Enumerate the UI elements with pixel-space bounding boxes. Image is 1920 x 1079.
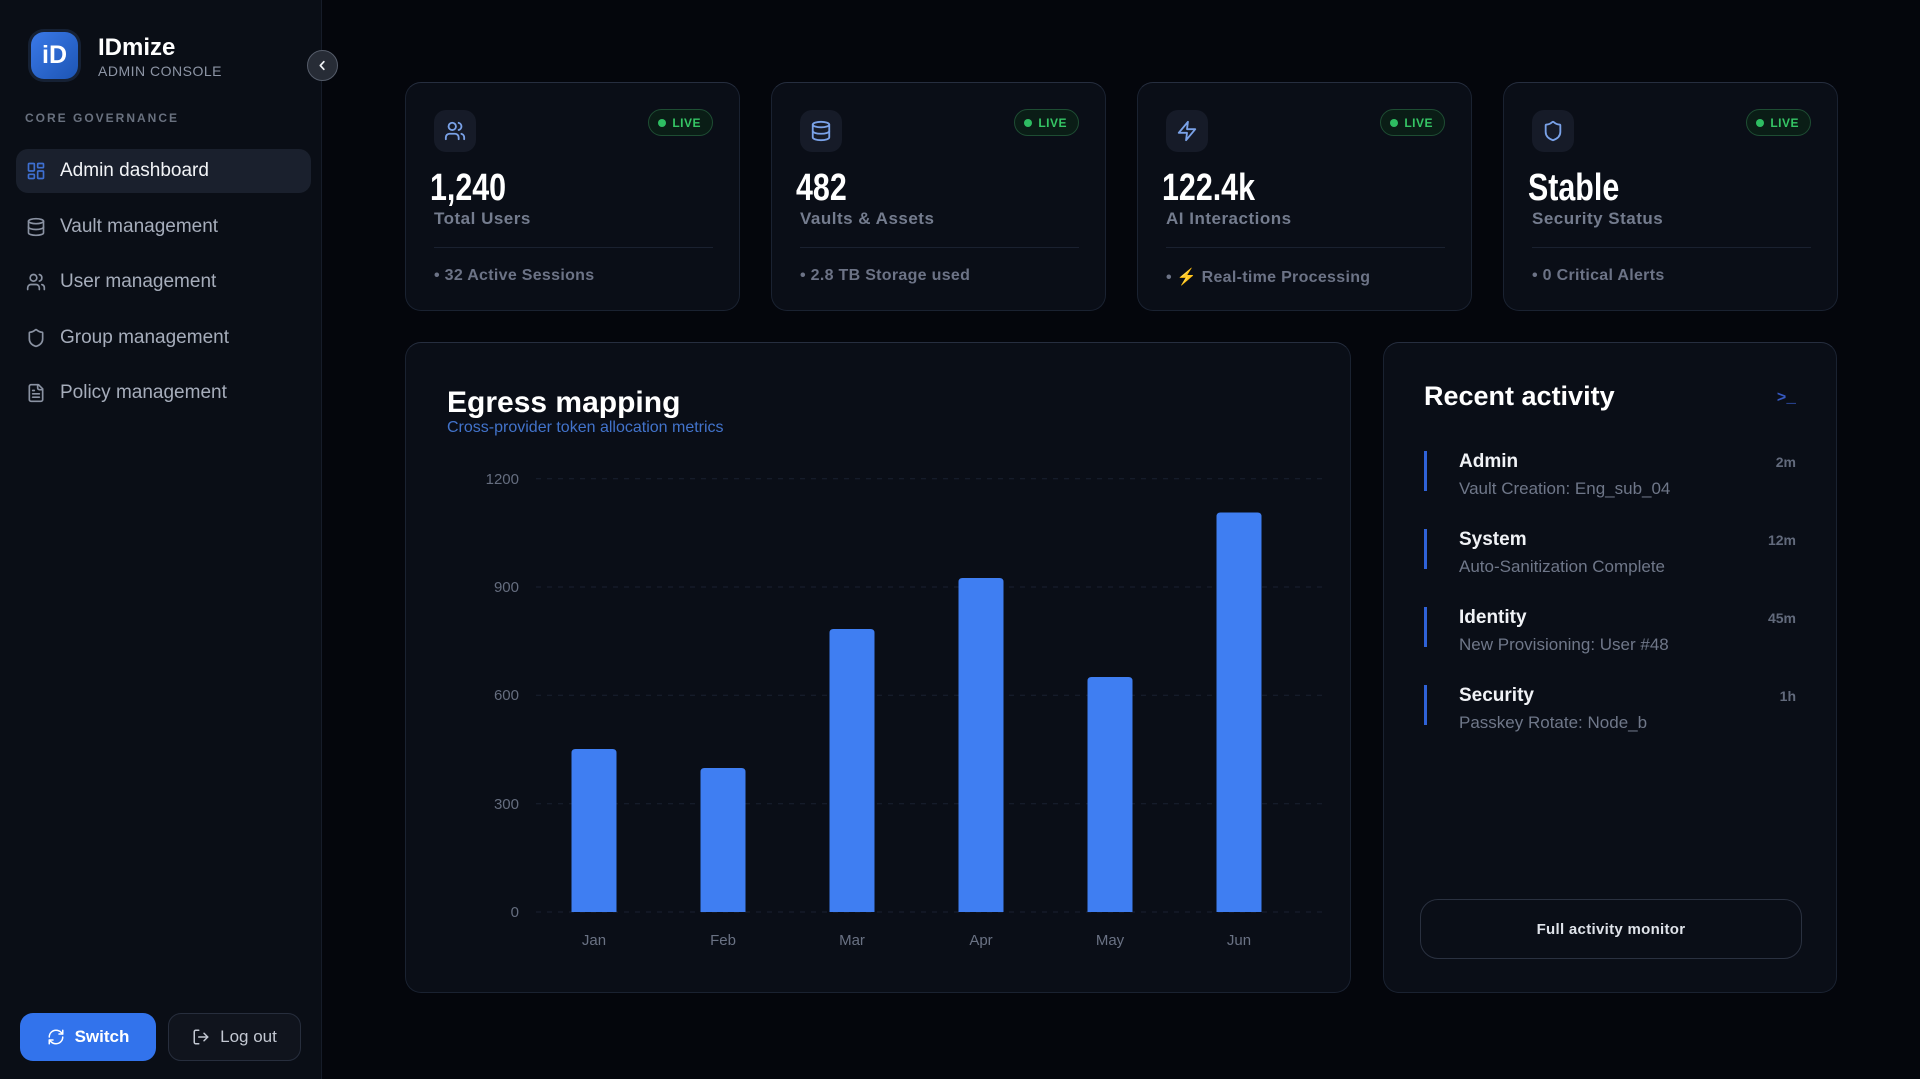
svg-text:May: May [1096,932,1125,949]
svg-text:Apr: Apr [969,932,992,949]
svg-text:Jan: Jan [582,932,606,949]
svg-text:Feb: Feb [710,932,736,949]
svg-text:600: 600 [494,687,519,704]
svg-text:900: 900 [494,579,519,596]
svg-text:300: 300 [494,796,519,813]
svg-text:Jun: Jun [1227,932,1251,949]
svg-text:1200: 1200 [486,471,519,488]
svg-text:0: 0 [511,904,519,921]
svg-text:Mar: Mar [839,932,865,949]
